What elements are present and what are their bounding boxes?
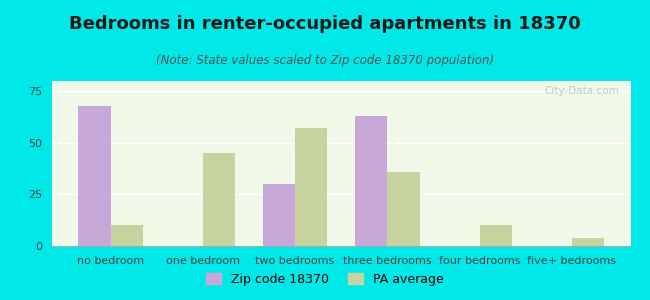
- Bar: [263, 184, 295, 246]
- Bar: [387, 172, 420, 246]
- Bar: [111, 225, 143, 246]
- Bar: [78, 106, 111, 246]
- Bar: [355, 116, 387, 246]
- Bar: [572, 238, 604, 246]
- Bar: [203, 153, 235, 246]
- Bar: [480, 225, 512, 246]
- Text: (Note: State values scaled to Zip code 18370 population): (Note: State values scaled to Zip code 1…: [156, 54, 494, 67]
- Bar: [295, 128, 328, 246]
- Legend: Zip code 18370, PA average: Zip code 18370, PA average: [202, 268, 448, 291]
- Text: City-Data.com: City-Data.com: [544, 86, 619, 96]
- Text: Bedrooms in renter-occupied apartments in 18370: Bedrooms in renter-occupied apartments i…: [69, 15, 581, 33]
